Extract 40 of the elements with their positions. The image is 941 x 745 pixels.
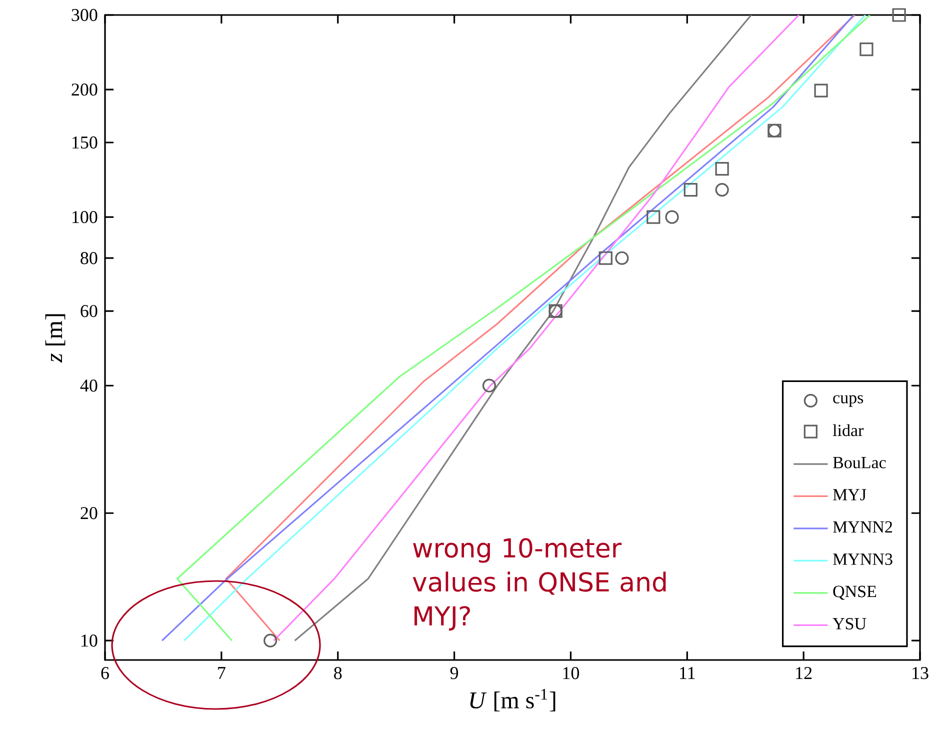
legend-label: lidar	[832, 424, 864, 436]
y-tick-label: 300	[72, 8, 98, 22]
x-tick-label: 6	[101, 667, 109, 680]
y-tick-label: 150	[72, 136, 98, 149]
legend-label: MYJ	[833, 489, 866, 500]
x-tick-label: 11	[680, 667, 695, 679]
point	[646, 210, 660, 224]
legend-label: cups	[833, 395, 864, 407]
y-tick-label: 10	[82, 634, 98, 647]
point	[814, 84, 828, 98]
point	[684, 182, 698, 197]
legend-label: BouLac	[833, 457, 886, 468]
x-tick-label: 12	[796, 667, 812, 679]
point	[892, 8, 906, 22]
y-tick-label: 20	[80, 507, 98, 520]
point	[715, 182, 729, 197]
y-axis-title: z [m]	[45, 314, 66, 363]
legend-label: QNSE	[833, 586, 876, 600]
point	[264, 634, 278, 648]
x-tick-label: 9	[450, 667, 458, 680]
legend-label: YSU	[832, 618, 866, 630]
y-tick-label: 40	[80, 380, 98, 392]
annotation: wrong 10-meter values in QNSE and MYJ?	[412, 538, 666, 631]
point	[615, 251, 629, 265]
y-tick-label: 80	[80, 252, 98, 264]
point	[860, 42, 874, 56]
y-tick-label: 200	[72, 84, 98, 96]
point	[598, 251, 612, 265]
x-tick-label: 13	[912, 667, 928, 680]
legend-label: MYNN3	[833, 554, 892, 565]
x-tick-label: 8	[334, 667, 342, 680]
x-axis-title: U [m s$^{-1}$]	[470, 688, 556, 712]
y-tick-label: 100	[72, 210, 98, 224]
point	[715, 162, 729, 176]
x-tick-label: 7	[218, 667, 226, 679]
point	[482, 378, 496, 392]
point	[665, 210, 679, 224]
legend-label: MYNN2	[833, 521, 892, 533]
y-tick-label: 60	[80, 304, 98, 318]
x-tick-label: 10	[563, 667, 580, 680]
